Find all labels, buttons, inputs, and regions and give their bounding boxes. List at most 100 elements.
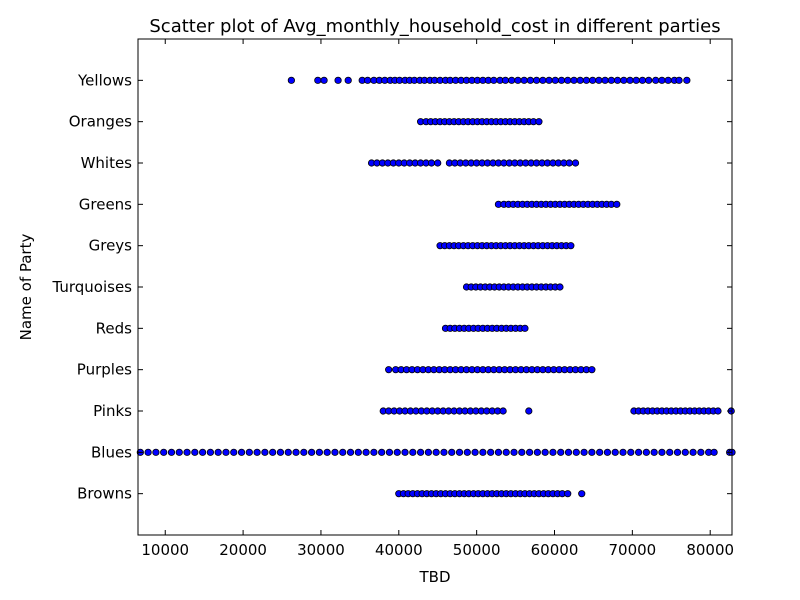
chart-title: Scatter plot of Avg_monthly_household_co…: [149, 16, 720, 37]
scatter-point: [521, 324, 529, 332]
scatter-point: [385, 448, 394, 456]
scatter-point: [570, 76, 578, 84]
x-tick-label: 50000: [453, 541, 501, 559]
scatter-point: [222, 448, 230, 456]
scatter-point: [370, 448, 378, 456]
scatter-point: [320, 76, 328, 84]
y-tick-label: Blues: [91, 443, 132, 461]
scatter-point: [152, 448, 160, 456]
scatter-point: [364, 76, 372, 84]
scatter-point: [683, 76, 691, 84]
scatter-point: [385, 366, 393, 374]
scatter-point: [346, 448, 355, 456]
scatter-point: [518, 448, 526, 456]
scatter-point: [539, 76, 547, 84]
scatter-point: [427, 159, 436, 167]
scatter-point: [556, 283, 564, 291]
scatter-point: [595, 76, 603, 84]
scatter-point: [557, 76, 566, 84]
scatter-point: [334, 76, 342, 84]
scatter-point: [619, 448, 627, 456]
scatter-point: [308, 448, 316, 456]
y-tick-label: Yellows: [77, 71, 132, 89]
scatter-point: [634, 448, 643, 456]
scatter-point: [620, 76, 628, 84]
scatter-point: [314, 76, 322, 84]
scatter-point: [681, 448, 689, 456]
scatter-point: [409, 448, 417, 456]
scatter-point: [339, 448, 347, 456]
x-tick-label: 70000: [608, 541, 656, 559]
scatter-point: [448, 448, 456, 456]
scatter-point: [710, 448, 718, 456]
scatter-point: [191, 448, 199, 456]
scatter-point: [292, 448, 300, 456]
scatter-point: [642, 448, 650, 456]
scatter-point: [199, 448, 207, 456]
scatter-point: [494, 448, 503, 456]
scatter-point: [603, 448, 612, 456]
scatter-point: [401, 448, 409, 456]
scatter-point: [626, 76, 634, 84]
y-axis-label: Name of Party: [17, 234, 35, 341]
plot-frame: [137, 38, 733, 536]
y-tick-label: Whites: [81, 154, 133, 172]
y-tick-label: Reds: [96, 319, 132, 337]
scatter-point: [487, 448, 495, 456]
scatter-point: [344, 76, 352, 84]
scatter-point: [545, 76, 553, 84]
scatter-point: [551, 76, 559, 84]
scatter-point: [362, 448, 370, 456]
scatter-point: [549, 448, 557, 456]
scatter-point: [315, 448, 323, 456]
scatter-point: [463, 448, 471, 456]
scatter-point: [673, 448, 682, 456]
x-tick-label: 20000: [219, 541, 267, 559]
scatter-point: [287, 76, 295, 84]
scatter-point: [175, 448, 183, 456]
scatter-point: [571, 159, 580, 167]
scatter-point: [607, 76, 615, 84]
scatter-point: [567, 242, 575, 250]
scatter-point: [230, 448, 238, 456]
scatter-point: [479, 448, 487, 456]
x-tick-label: 10000: [141, 541, 189, 559]
y-tick-label: Greens: [79, 195, 132, 213]
scatter-point: [588, 448, 596, 456]
scatter-point: [627, 448, 635, 456]
scatter-point: [284, 448, 292, 456]
scatter-point: [490, 76, 498, 84]
scatter-point: [508, 76, 516, 84]
points-layer: [136, 76, 736, 498]
scatter-point: [416, 448, 425, 456]
scatter-point: [658, 448, 666, 456]
y-tick-label: Purples: [77, 361, 132, 379]
scatter-point: [144, 448, 152, 456]
scatter-point: [526, 76, 534, 84]
scatter-point: [525, 448, 534, 456]
x-axis-ticks: 10000 20000 30000 40000 50000 60000 70000 80000: [141, 39, 734, 559]
scatter-point: [269, 448, 277, 456]
y-tick-label: Turquoises: [51, 278, 132, 296]
scatter-point: [645, 76, 653, 84]
scatter-point: [440, 448, 448, 456]
y-tick-label: Oranges: [69, 113, 132, 131]
scatter-point: [589, 76, 597, 84]
scatter-point: [588, 366, 596, 374]
scatter-point: [613, 76, 622, 84]
y-tick-label: Browns: [77, 485, 132, 503]
scatter-point: [613, 200, 621, 208]
x-axis-label: TBD: [418, 568, 450, 586]
scatter-point: [514, 76, 522, 84]
scatter-point: [557, 448, 565, 456]
scatter-point: [237, 448, 246, 456]
y-tick-label: Pinks: [93, 402, 132, 420]
scatter-point: [502, 448, 510, 456]
scatter-point: [638, 76, 647, 84]
scatter-point: [331, 448, 339, 456]
scatter-point: [471, 448, 479, 456]
scatter-point: [378, 448, 386, 456]
scatter-point: [520, 76, 528, 84]
scatter-point: [434, 159, 442, 167]
scatter-point: [666, 448, 674, 456]
